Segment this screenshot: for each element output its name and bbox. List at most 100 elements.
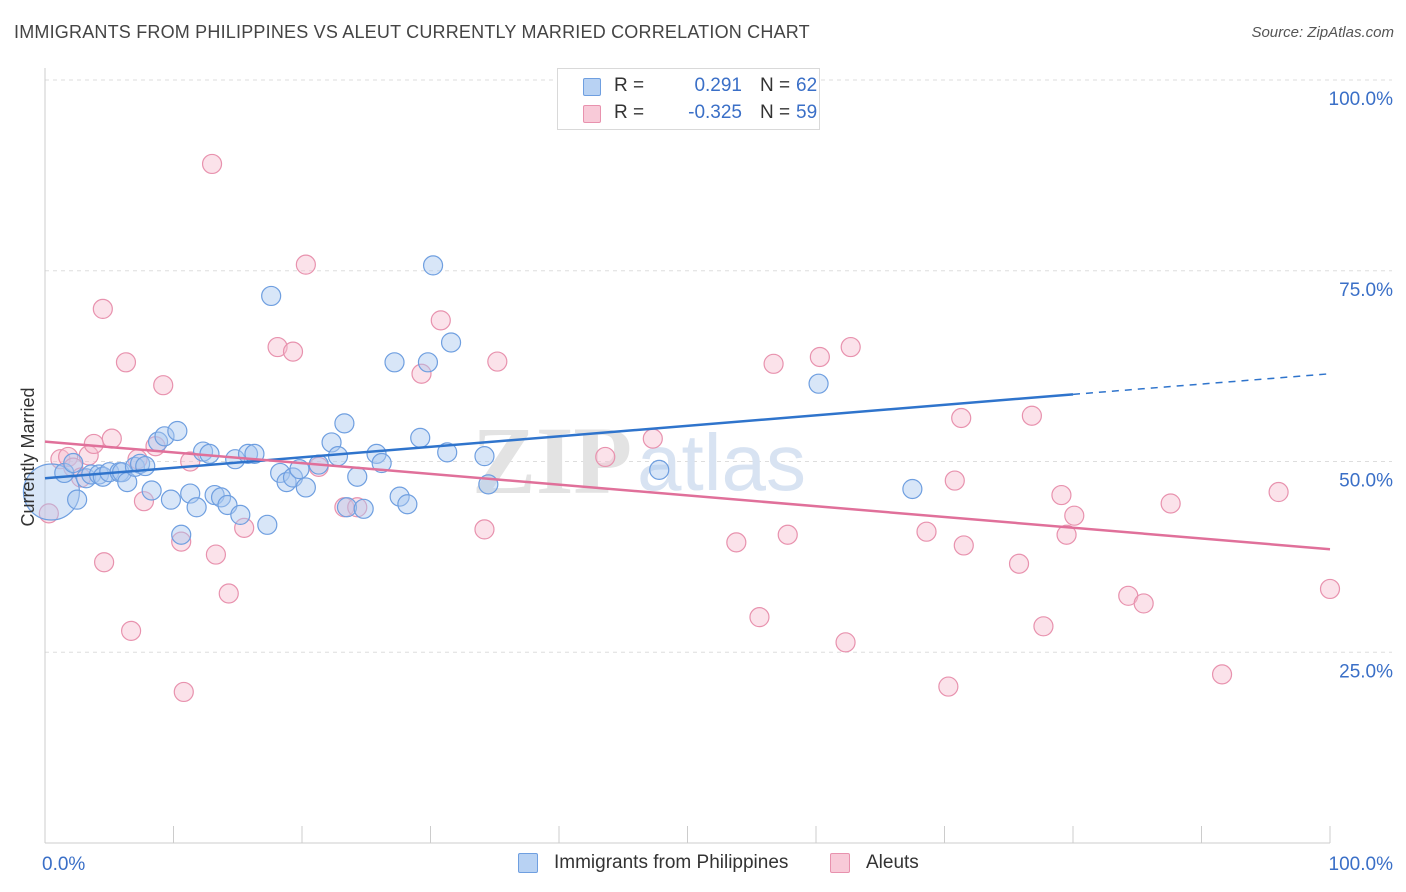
philippines-point (397, 494, 418, 515)
legend-n-value: 59 (796, 102, 818, 123)
philippines-point (257, 514, 278, 535)
grid-lines (45, 79, 1392, 653)
aleuts-point (951, 407, 972, 429)
aleuts-point (411, 363, 432, 384)
philippines-point (417, 352, 439, 373)
legend-n-label: N = (760, 75, 791, 96)
aleuts-point (1133, 593, 1154, 614)
aleuts-point (835, 632, 856, 653)
y-tick-label: 50.0% (1339, 471, 1393, 492)
philippines-point (167, 420, 188, 442)
philippines-point (160, 489, 182, 510)
x-tick-label: 100.0% (1329, 854, 1394, 875)
source-label: Source: ZipAtlas.com (1251, 24, 1394, 41)
trend-lines (44, 373, 1331, 551)
philippines-trend-line (44, 393, 1074, 480)
aleuts-point (430, 310, 451, 331)
aleuts-point (1021, 405, 1042, 426)
philippines-point (366, 443, 387, 464)
legend-r-value: -0.325 (688, 102, 742, 123)
aleuts-point (201, 153, 223, 175)
stats-legend: R = 0.291 N = 62 R = -0.325 N = 59 (557, 68, 820, 130)
y-tick-label: 100.0% (1329, 89, 1394, 110)
aleuts-point (953, 535, 974, 556)
aleuts-point (234, 517, 255, 538)
aleuts-point (267, 336, 288, 358)
philippines-point (261, 285, 282, 307)
bottom-legend-swatch-aleuts (830, 853, 850, 873)
legend-r-value: 0.291 (694, 75, 742, 96)
philippines-point (129, 453, 151, 474)
aleuts-point (944, 470, 965, 491)
watermark: ZIP atlas (472, 407, 806, 514)
philippines-point (389, 486, 410, 507)
aleuts-point (916, 521, 937, 542)
legend-n-value: 62 (796, 75, 818, 96)
aleuts-point (763, 353, 784, 374)
aleuts-point (171, 531, 192, 552)
philippines-point (295, 477, 316, 498)
philippines-point (902, 478, 923, 500)
tick-labels: 25.0% 50.0% 75.0% 100.0% 0.0% 100.0% (42, 89, 1393, 875)
aleuts-point (809, 346, 830, 368)
aleuts-point (474, 519, 495, 540)
philippines-point (422, 255, 444, 276)
aleuts-point (173, 681, 194, 703)
aleuts-point (726, 532, 747, 553)
philippines-point (63, 452, 84, 474)
philippines-point (474, 446, 495, 467)
philippines-point (347, 466, 368, 487)
aleuts-trend-line (44, 440, 1331, 551)
aleuts-point (133, 491, 155, 512)
x-tick-label: 0.0% (42, 854, 85, 875)
aleuts-point (282, 341, 304, 362)
philippines-point (334, 413, 355, 434)
legend-swatch-philippines (583, 78, 601, 96)
aleuts-point (120, 620, 142, 641)
philippines-point (171, 524, 192, 545)
aleuts-point (205, 544, 227, 565)
philippines-point (808, 373, 829, 394)
aleuts-point (92, 298, 113, 319)
y-tick-label: 25.0% (1339, 661, 1393, 682)
aleuts-point (153, 375, 174, 396)
chart-title: IMMIGRANTS FROM PHILIPPINES VS ALEUT CUR… (14, 22, 810, 42)
aleuts-point (1268, 481, 1289, 503)
aleuts-point (94, 552, 115, 573)
philippines-points (22, 255, 923, 545)
aleuts-point (749, 607, 770, 628)
philippines-point (154, 426, 175, 447)
aleuts-point (38, 503, 59, 524)
y-tick-label: 75.0% (1339, 280, 1393, 301)
philippines-point (384, 352, 405, 373)
aleuts-point (1160, 493, 1181, 514)
aleuts-point (777, 524, 798, 545)
legend-n-label: N = (760, 102, 791, 123)
legend-swatch-aleuts (583, 105, 601, 123)
aleuts-point (1211, 664, 1233, 685)
aleuts-points (38, 153, 1341, 703)
bottom-legend-label-philippines: Immigrants from Philippines (554, 852, 789, 873)
aleuts-point (347, 497, 368, 518)
watermark-zip: ZIP (472, 407, 632, 514)
aleuts-point (1051, 484, 1072, 506)
philippines-point (437, 442, 458, 463)
philippines-point (22, 463, 81, 521)
aleuts-point (1319, 578, 1341, 600)
philippines-point (371, 452, 392, 474)
philippines-point (336, 497, 358, 518)
aleuts-point (218, 583, 239, 604)
aleuts-point (1033, 616, 1054, 637)
philippines-point (135, 455, 156, 477)
aleuts-point (101, 428, 122, 449)
aleuts-point (1064, 505, 1085, 526)
aleuts-point (295, 254, 316, 275)
legend-r-label: R = (614, 102, 645, 123)
philippines-point (440, 332, 462, 353)
aleuts-point (642, 428, 663, 449)
bottom-legend-swatch-philippines (518, 853, 538, 873)
philippines-point (230, 504, 251, 526)
legend-r-label: R = (614, 75, 645, 96)
philippines-trend-extension (1072, 373, 1331, 396)
